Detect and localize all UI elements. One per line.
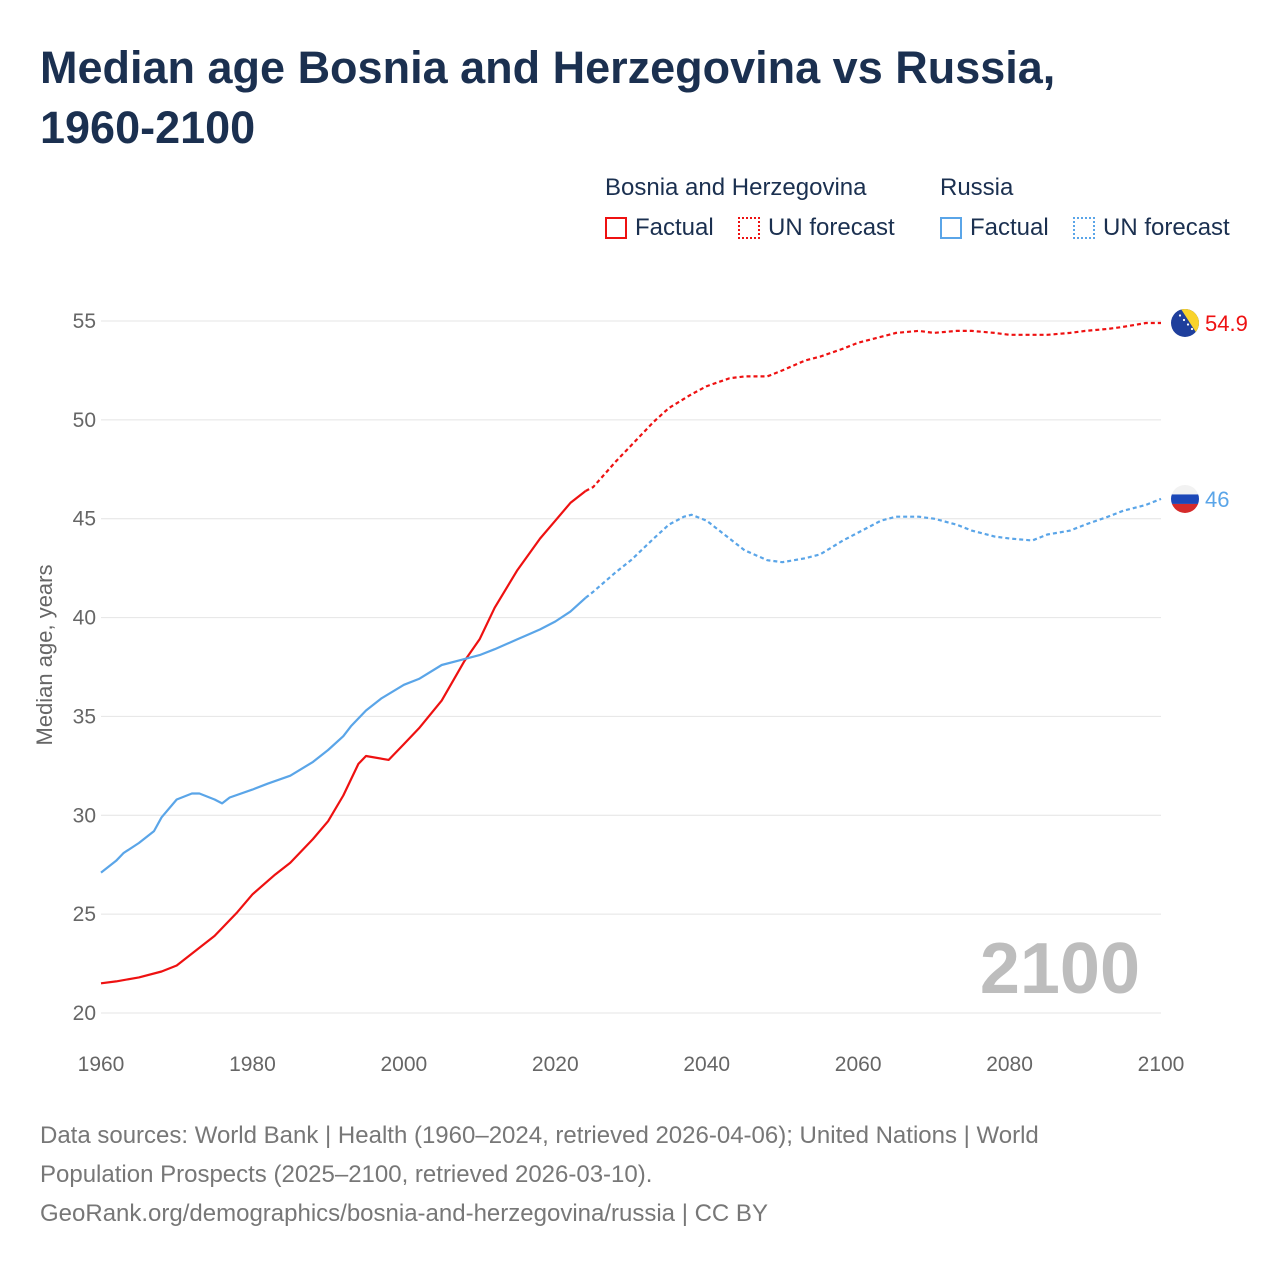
y-tick-label: 55	[73, 310, 96, 333]
source-line-1: Data sources: World Bank | Health (1960–…	[40, 1122, 1039, 1149]
y-tick-label: 35	[73, 705, 96, 728]
legend-russia-forecast[interactable]: UN forecast	[1073, 214, 1230, 242]
legend-swatch-solid-blue	[940, 217, 962, 239]
legend-swatch-dotted-red	[738, 217, 760, 239]
legend-label: Factual	[970, 214, 1049, 241]
legend-label: Factual	[635, 214, 714, 241]
x-tick-label: 2060	[835, 1053, 882, 1076]
chart-title: Median age Bosnia and Herzegovina vs Rus…	[40, 42, 1056, 153]
legend-bosnia-forecast[interactable]: UN forecast	[738, 214, 895, 242]
legend-russia-factual[interactable]: Factual	[940, 214, 1049, 242]
legend-swatch-solid-red	[605, 217, 627, 239]
source-line-2: Population Prospects (2025–2100, retriev…	[40, 1161, 653, 1188]
footer: Data sources: World Bank | Health (1960–…	[40, 1116, 1240, 1233]
y-tick-label: 25	[73, 903, 96, 926]
x-tick-label: 1960	[78, 1053, 125, 1076]
x-tick-label: 2080	[986, 1053, 1033, 1076]
russia-forecast-line	[584, 497, 1162, 599]
russia-factual-line	[100, 596, 587, 874]
x-tick-label: 2020	[532, 1053, 579, 1076]
bosnia-flag-icon	[1171, 308, 1199, 337]
y-tick-label: 30	[73, 804, 96, 827]
bosnia-forecast-line	[585, 321, 1161, 492]
legend-bosnia-factual[interactable]: Factual	[605, 214, 714, 242]
y-tick-label: 45	[73, 508, 96, 531]
x-tick-label: 1980	[229, 1053, 276, 1076]
russia-end-label: 46	[1205, 487, 1229, 512]
x-tick-label: 2040	[683, 1053, 730, 1076]
y-tick-label: 50	[73, 409, 96, 432]
source-link[interactable]: GeoRank.org/demographics/bosnia-and-herz…	[40, 1200, 768, 1227]
bosnia-end-label: 54.9	[1205, 311, 1248, 336]
y-axis-label: Median age, years	[32, 565, 57, 746]
russia-flag-icon	[1171, 484, 1199, 513]
legend-label: UN forecast	[1103, 214, 1230, 241]
legend-group-russia: Russia	[940, 174, 1014, 201]
y-tick-label: 40	[73, 607, 96, 630]
legend-label: UN forecast	[768, 214, 895, 241]
x-tick-label: 2100	[1138, 1053, 1185, 1076]
y-tick-label: 20	[73, 1002, 96, 1025]
year-watermark: 2100	[980, 929, 1140, 1009]
x-tick-label: 2000	[380, 1053, 427, 1076]
bosnia-factual-line	[100, 490, 587, 985]
legend-swatch-dotted-blue	[1073, 217, 1095, 239]
legend-group-bosnia: Bosnia and Herzegovina	[605, 174, 867, 201]
